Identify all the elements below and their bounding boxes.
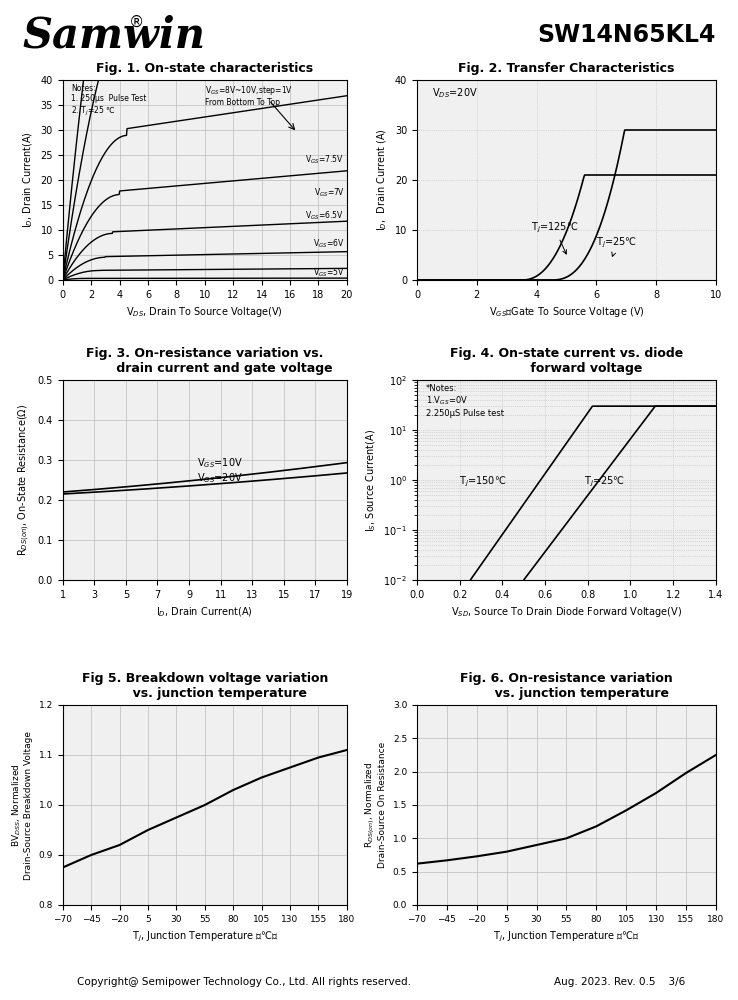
Text: Fig. 2. Transfer Characteristics: Fig. 2. Transfer Characteristics [458,62,675,75]
X-axis label: V$_{SD}$, Source To Drain Diode Forward Voltage(V): V$_{SD}$, Source To Drain Diode Forward … [451,605,682,619]
X-axis label: V$_{DS}$, Drain To Source Voltage(V): V$_{DS}$, Drain To Source Voltage(V) [126,305,283,319]
Text: Copyright@ Semipower Technology Co., Ltd. All rights reserved.: Copyright@ Semipower Technology Co., Ltd… [77,977,410,987]
Text: V$_{GS}$=6V: V$_{GS}$=6V [313,238,344,250]
Text: T$_j$=125℃: T$_j$=125℃ [531,220,578,254]
Y-axis label: I$_S$, Source Current(A): I$_S$, Source Current(A) [365,428,378,532]
Text: Samwin: Samwin [22,14,205,56]
X-axis label: T$_j$, Junction Temperature （℃）: T$_j$, Junction Temperature （℃） [131,929,278,944]
Text: V$_{GS}$=5V: V$_{GS}$=5V [313,266,344,279]
X-axis label: I$_D$, Drain Current(A): I$_D$, Drain Current(A) [156,605,253,619]
Y-axis label: R$_{DS(on)}$, On-State Resistance(Ω): R$_{DS(on)}$, On-State Resistance(Ω) [17,404,32,556]
Text: Fig 5. Breakdown voltage variation
       vs. junction temperature: Fig 5. Breakdown voltage variation vs. j… [82,672,328,700]
Text: *Notes:
1.V$_{GS}$=0V
2.250μS Pulse test: *Notes: 1.V$_{GS}$=0V 2.250μS Pulse test [426,384,504,418]
X-axis label: V$_{GS}$，Gate To Source Voltage (V): V$_{GS}$，Gate To Source Voltage (V) [489,305,644,319]
Text: V$_{DS}$=20V: V$_{DS}$=20V [432,86,477,100]
Text: Fig. 3. On-resistance variation vs.
         drain current and gate voltage: Fig. 3. On-resistance variation vs. drai… [77,347,333,375]
Text: Fig. 6. On-resistance variation
       vs. junction temperature: Fig. 6. On-resistance variation vs. junc… [460,672,673,700]
X-axis label: T$_j$, Junction Temperature （℃）: T$_j$, Junction Temperature （℃） [493,929,640,944]
Y-axis label: R$_{DS(on)}$, Normalized
Drain-Source On Resistance: R$_{DS(on)}$, Normalized Drain-Source On… [363,742,387,868]
Text: Aug. 2023. Rev. 0.5    3/6: Aug. 2023. Rev. 0.5 3/6 [554,977,686,987]
Text: V$_{GS}$=7V: V$_{GS}$=7V [314,186,344,199]
Text: V$_{GS}$=10V: V$_{GS}$=10V [197,456,243,470]
Text: SW14N65KL4: SW14N65KL4 [537,23,716,47]
Y-axis label: I$_D$, Drain Current(A): I$_D$, Drain Current(A) [21,132,35,228]
Text: Fig. 4. On-state current vs. diode
         forward voltage: Fig. 4. On-state current vs. diode forwa… [449,347,683,375]
Y-axis label: I$_{D}$,  Drain Current (A): I$_{D}$, Drain Current (A) [376,129,390,231]
Text: Fig. 1. On-state characteristics: Fig. 1. On-state characteristics [96,62,314,75]
Text: Notes:
1. 250μs  Pulse Test
2. T$_j$=25 ℃: Notes: 1. 250μs Pulse Test 2. T$_j$=25 ℃ [72,84,147,118]
Text: V$_{GS}$=20V: V$_{GS}$=20V [197,471,243,485]
Text: V$_{GS}$=7.5V: V$_{GS}$=7.5V [306,154,344,166]
Text: V$_{GS}$=8V~10V,step=1V
From Bottom To Top: V$_{GS}$=8V~10V,step=1V From Bottom To T… [205,84,293,107]
Text: T$_j$=150℃: T$_j$=150℃ [459,474,506,489]
Text: T$_j$=25℃: T$_j$=25℃ [596,235,638,256]
Text: V$_{GS}$=6.5V: V$_{GS}$=6.5V [306,210,344,222]
Text: ®: ® [129,14,145,29]
Text: T$_j$=25℃: T$_j$=25℃ [584,474,625,489]
Y-axis label: BV$_{DSS}$, Normalized
Drain-Source Breakdown Voltage: BV$_{DSS}$, Normalized Drain-Source Brea… [10,730,33,880]
